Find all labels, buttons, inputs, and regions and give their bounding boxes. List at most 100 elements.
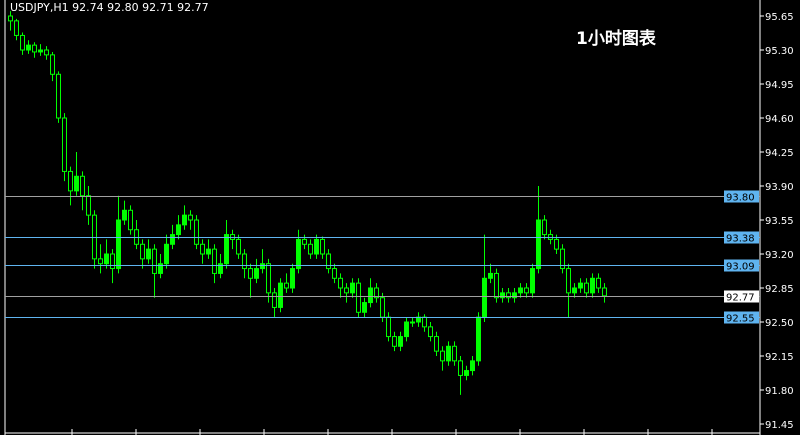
candle-body xyxy=(152,248,157,274)
candle-body xyxy=(536,219,541,270)
candle-body xyxy=(524,287,529,294)
level-label: 93.80 xyxy=(726,193,755,204)
candle-body xyxy=(218,263,223,274)
candle-body xyxy=(308,243,313,255)
candle-body xyxy=(128,209,133,231)
candle-body xyxy=(8,15,13,22)
candle-body xyxy=(104,253,109,265)
y-tick-label: 92.50 xyxy=(765,318,794,329)
candle-body xyxy=(194,219,199,245)
candle-body xyxy=(530,268,535,294)
level-label: 92.55 xyxy=(726,314,755,325)
candle-body xyxy=(290,268,295,289)
candle-body xyxy=(326,253,331,270)
chart-annotation: 1小时图表 xyxy=(576,29,656,49)
candle-body xyxy=(542,219,547,236)
level-label-bg xyxy=(724,290,759,303)
candle-body xyxy=(74,175,79,192)
candle-body xyxy=(386,316,391,338)
candle-body xyxy=(488,272,493,279)
candle-body xyxy=(176,224,181,236)
y-tick-label: 95.30 xyxy=(765,46,794,57)
candle-body xyxy=(98,258,103,265)
candle-body xyxy=(602,287,607,297)
candle-body xyxy=(482,277,487,318)
candle-body xyxy=(422,316,427,328)
candle-body xyxy=(38,49,43,53)
chart-title: USDJPY,H1 92.74 92.80 92.71 92.77 xyxy=(10,1,209,14)
level-label-bg xyxy=(724,311,759,324)
level-label-bg xyxy=(724,259,759,272)
level-label: 92.77 xyxy=(726,293,755,304)
candle-body xyxy=(320,238,325,255)
candle-body xyxy=(404,321,409,338)
candle-body xyxy=(302,238,307,245)
candle-body xyxy=(500,292,505,299)
candle-body xyxy=(110,253,115,270)
candle-body xyxy=(470,360,475,372)
candle-body xyxy=(380,297,385,318)
candle-body xyxy=(392,336,397,347)
candle-body xyxy=(440,350,445,362)
candle-body xyxy=(494,272,499,299)
candle-body xyxy=(206,248,211,255)
candle-body xyxy=(236,238,241,255)
candle-body xyxy=(266,263,271,294)
candle-body xyxy=(14,20,19,36)
candle-body xyxy=(506,292,511,299)
candle-body xyxy=(584,282,589,294)
candle-body xyxy=(122,209,127,221)
candle-body xyxy=(284,282,289,289)
candle-body xyxy=(332,268,337,279)
candle-body xyxy=(428,326,433,338)
candle-body xyxy=(146,248,151,260)
candle-body xyxy=(590,277,595,294)
candle-body xyxy=(56,73,61,119)
candle-body xyxy=(296,238,301,270)
candle-body xyxy=(20,34,25,51)
candle-body xyxy=(140,243,145,260)
candle-body xyxy=(242,253,247,270)
candle-body xyxy=(512,292,517,299)
candle-body xyxy=(434,336,439,352)
candle-body xyxy=(344,287,349,294)
candle-body xyxy=(398,336,403,347)
candle-body xyxy=(476,316,481,362)
y-tick-label: 94.25 xyxy=(765,148,794,159)
candle-body xyxy=(182,214,187,226)
candle-body xyxy=(410,321,415,324)
y-tick-label: 94.95 xyxy=(765,80,794,91)
candle-body xyxy=(560,248,565,270)
candle-body xyxy=(566,268,571,294)
candle-body xyxy=(518,287,523,294)
candle-body xyxy=(44,49,49,56)
candle-body xyxy=(368,287,373,304)
candle-body xyxy=(458,360,463,376)
candle-body xyxy=(200,243,205,255)
candle-body xyxy=(32,44,37,53)
candle-body xyxy=(164,243,169,265)
y-tick-label: 92.85 xyxy=(765,284,794,295)
candle-body xyxy=(464,370,469,376)
candle-body xyxy=(26,44,31,51)
candle-body xyxy=(578,282,583,289)
candle-body xyxy=(212,248,217,274)
candle-body xyxy=(272,292,277,308)
candles xyxy=(8,11,607,395)
candle-body xyxy=(248,268,253,279)
candle-body xyxy=(338,277,343,289)
y-tick-label: 91.80 xyxy=(765,386,794,397)
candle-body xyxy=(188,214,193,221)
y-tick-label: 93.55 xyxy=(765,216,794,227)
y-tick-label: 92.15 xyxy=(765,352,794,363)
y-tick-label: 94.60 xyxy=(765,114,794,125)
candle-body xyxy=(314,238,319,255)
candle-body xyxy=(116,219,121,270)
candle-body xyxy=(68,170,73,192)
candle-body xyxy=(356,282,361,313)
level-label-bg xyxy=(724,231,759,244)
candle-body xyxy=(170,234,175,245)
candle-body xyxy=(254,268,259,279)
